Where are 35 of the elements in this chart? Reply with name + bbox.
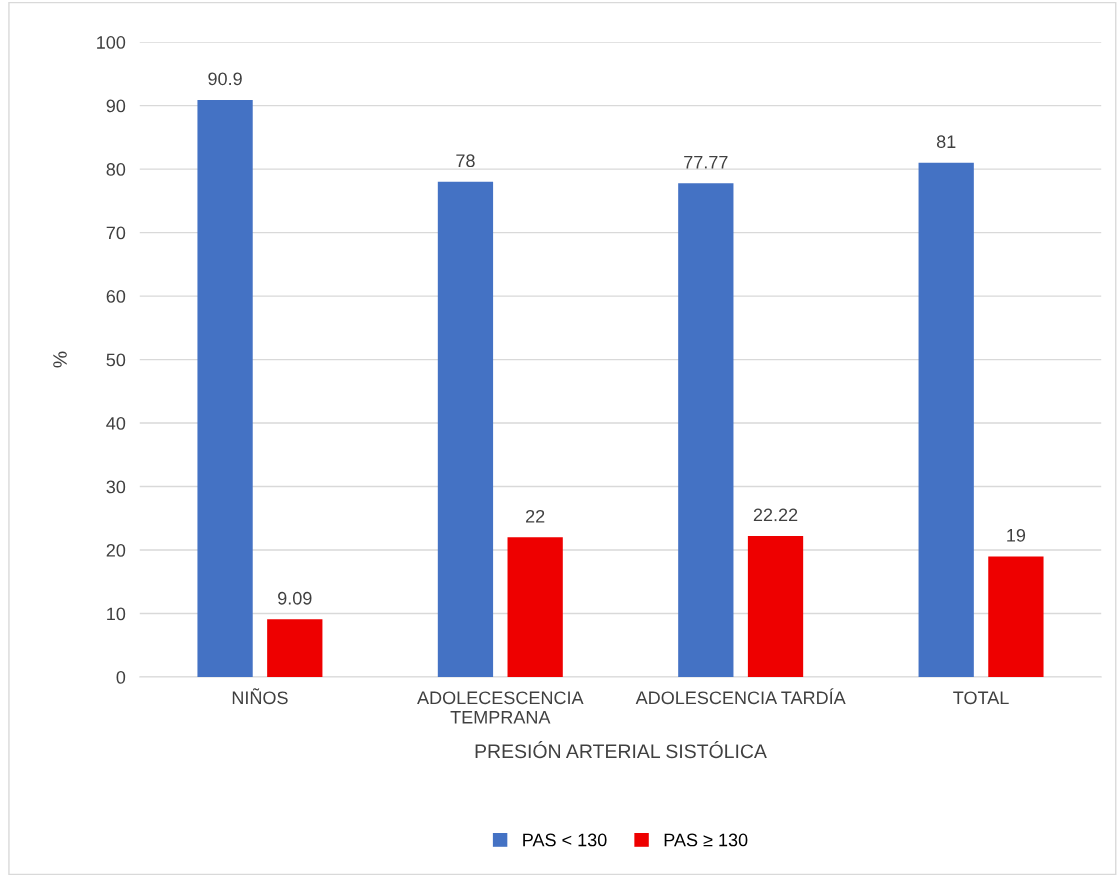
bar	[507, 537, 563, 678]
y-tick-label: 90	[106, 99, 126, 113]
y-tick-label: 10	[107, 607, 126, 621]
y-tick-label: 70	[106, 226, 126, 240]
y-tick-label: 100	[97, 36, 126, 49]
y-tick-label: 80	[106, 163, 126, 176]
bar	[747, 535, 804, 678]
x-tick-label: ADOLECESCENCIA TEMPRANA	[417, 691, 584, 724]
data-label: 9.09	[278, 591, 312, 605]
y-axis-title: %	[53, 351, 67, 368]
x-tick-label: TOTAL	[953, 691, 1009, 705]
legend-label: PAS ≥ 130	[664, 833, 748, 847]
bar	[197, 99, 253, 678]
data-label: 22.22	[753, 508, 798, 522]
legend-label: PAS < 130	[523, 833, 607, 847]
y-tick-label: 0	[116, 670, 126, 684]
y-tick-label: 20	[106, 543, 126, 557]
data-label: 77.77	[684, 155, 728, 169]
bar	[437, 181, 494, 678]
x-tick-label: NIÑOS	[232, 688, 288, 705]
data-label: 22	[526, 509, 545, 523]
data-label: 81	[936, 135, 956, 149]
x-tick-label: ADOLESCENCIA TARDÍA	[635, 688, 846, 705]
bar	[678, 183, 734, 678]
data-label: 78	[456, 154, 475, 168]
y-tick-label: 40	[106, 417, 126, 430]
y-tick-label: 60	[106, 290, 126, 303]
data-label: 19	[1007, 528, 1026, 542]
bar	[988, 556, 1044, 678]
bar	[267, 619, 323, 678]
x-axis-title: PRESIÓN ARTERIAL SISTÓLICA	[475, 741, 767, 759]
y-tick-label: 50	[106, 353, 126, 367]
bar	[918, 162, 974, 678]
data-label: 90.9	[208, 72, 242, 86]
y-tick-label: 30	[106, 480, 126, 494]
